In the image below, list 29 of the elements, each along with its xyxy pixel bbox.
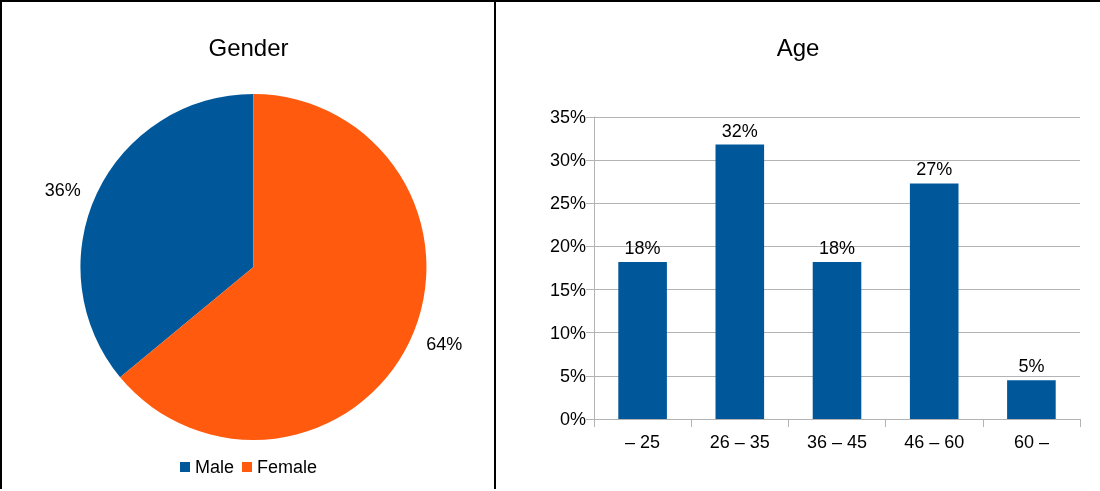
data-label: 18%: [818, 237, 856, 258]
y-tick-label: 10%: [549, 322, 586, 343]
bar: [715, 144, 765, 419]
y-tick-label: 30%: [549, 150, 586, 171]
data-label: 36%: [44, 179, 81, 200]
y-tick-label: 25%: [549, 193, 586, 214]
data-label: 64%: [426, 334, 463, 355]
legend-label: Male: [194, 457, 234, 477]
bar: [812, 261, 862, 419]
data-label: 27%: [916, 159, 953, 180]
bar: [909, 183, 959, 419]
legend-label: Female: [257, 457, 318, 477]
bar: [618, 261, 667, 419]
chart-title: Gender: [208, 33, 289, 61]
y-tick-label: 35%: [549, 107, 586, 127]
y-tick-label: 15%: [549, 279, 586, 300]
x-tick-label: 26 – 35: [709, 432, 770, 452]
x-tick-label: – 25: [625, 432, 661, 452]
chart-title: Age: [776, 33, 820, 61]
y-tick-label: 20%: [549, 236, 586, 257]
x-tick-label: 46 – 60: [904, 432, 965, 452]
data-label: 32%: [721, 120, 758, 141]
x-tick-label: 60 –: [1013, 432, 1049, 452]
data-label: 18%: [624, 237, 661, 258]
x-tick-label: 36 – 45: [806, 432, 868, 452]
bar: [1007, 380, 1056, 419]
y-tick-label: 5%: [559, 365, 586, 386]
y-tick-label: 0%: [559, 409, 586, 429]
data-label: 5%: [1018, 356, 1045, 377]
